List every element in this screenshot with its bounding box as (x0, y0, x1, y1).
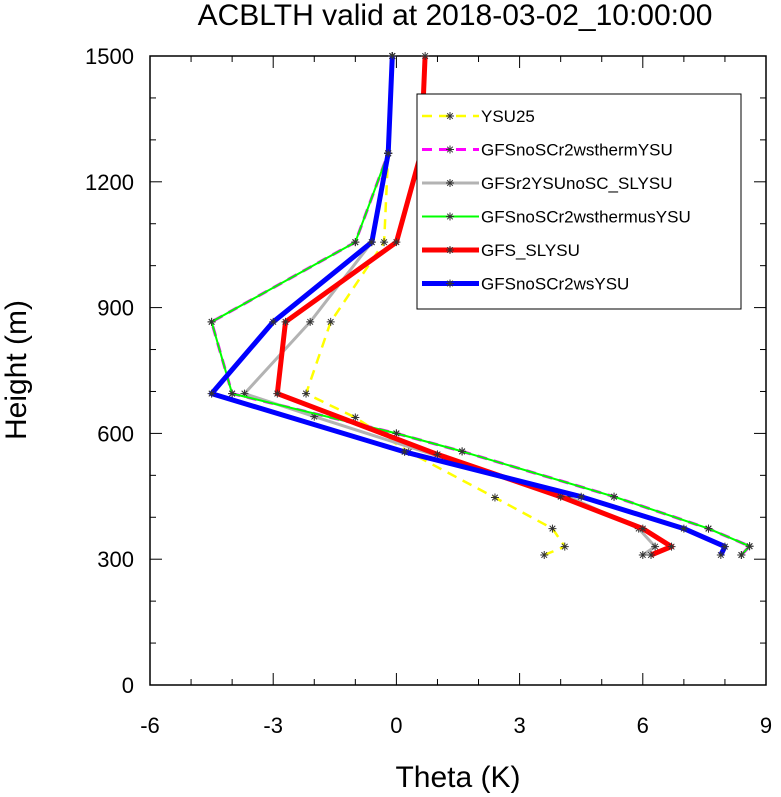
x-tick-label: 9 (760, 713, 772, 738)
x-tick-label: 6 (637, 713, 649, 738)
data-point-marker (446, 212, 454, 221)
chart-title: ACBLTH valid at 2018-03-02_10:00:00 (198, 0, 713, 32)
data-point-marker (421, 52, 430, 60)
data-point-marker (302, 389, 311, 398)
data-point-marker (269, 317, 278, 326)
data-point-marker (207, 317, 216, 326)
legend-box (416, 93, 742, 310)
data-point-marker (367, 238, 376, 247)
data-point-marker (281, 317, 290, 326)
data-point-marker (560, 542, 569, 551)
data-point-marker (667, 542, 676, 551)
y-tick-label: 0 (122, 673, 134, 698)
data-point-marker (704, 524, 713, 533)
data-point-marker (240, 389, 249, 398)
data-point-marker (490, 493, 499, 502)
plot-frame (149, 55, 767, 686)
y-tick-label: 1200 (85, 170, 134, 195)
data-point-marker (577, 492, 586, 501)
data-point-marker (610, 492, 619, 501)
data-point-marker (392, 238, 401, 247)
legend-label: GFSr2YSUnoSC_SLYSU (481, 174, 672, 193)
data-point-marker (647, 551, 656, 560)
data-point-marker (384, 149, 393, 158)
x-tick-labels: -6 -3 0 3 6 9 (140, 713, 772, 738)
data-point-marker (720, 542, 729, 551)
x-tick-label: 0 (390, 713, 402, 738)
data-point-marker (716, 551, 725, 560)
data-point-marker (380, 238, 389, 247)
series-5 (207, 52, 729, 560)
legend-label: GFS_SLYSU (481, 241, 580, 260)
y-tick-labels: 0 300 600 900 1200 1500 (85, 44, 134, 698)
data-point-marker (388, 52, 397, 60)
data-point-marker (446, 246, 454, 254)
data-point-marker (228, 389, 237, 398)
y-tick-label: 300 (97, 547, 134, 572)
data-point-marker (446, 112, 454, 120)
x-axis-label: Theta (K) (395, 761, 520, 794)
data-point-marker (392, 429, 401, 438)
series-4 (273, 52, 676, 560)
y-tick-label: 900 (97, 296, 134, 321)
data-point-marker (745, 542, 754, 551)
data-point-marker (400, 447, 409, 456)
data-point-marker (651, 542, 660, 551)
data-point-marker (548, 524, 557, 533)
legend-label: YSU25 (481, 107, 535, 126)
data-point-marker (310, 412, 319, 421)
series-layer (207, 52, 754, 560)
data-point-marker (433, 450, 442, 459)
x-tick-label: -3 (263, 713, 283, 738)
data-point-marker (540, 551, 549, 560)
axis-ticks (149, 55, 767, 686)
legend-label: GFSnoSCr2wsYSU (481, 275, 629, 294)
data-point-marker (306, 317, 315, 326)
data-point-marker (638, 551, 647, 560)
legend-label: GFSnoSCr2wsthermYSU (481, 141, 673, 160)
data-point-marker (207, 389, 216, 398)
data-point-marker (737, 551, 746, 560)
y-tick-label: 600 (97, 421, 134, 446)
data-point-marker (446, 279, 454, 288)
data-point-marker (326, 317, 335, 326)
series-line (274, 55, 674, 558)
x-tick-label: -6 (140, 713, 160, 738)
y-axis-label: Height (m) (0, 300, 33, 440)
data-point-marker (556, 492, 565, 501)
data-point-marker (458, 447, 467, 456)
data-point-marker (273, 389, 282, 398)
data-point-marker (351, 238, 360, 247)
series-line (304, 55, 567, 557)
data-point-marker (638, 524, 647, 533)
series-line (209, 55, 728, 557)
data-point-marker (351, 413, 360, 422)
legend-label: GFSnoSCr2wsthermusYSU (481, 208, 691, 227)
legend: YSU25 GFSnoSCr2wsthermYSU GFSr2YSUnoSC_SLY… (416, 93, 742, 310)
data-point-marker (446, 145, 454, 154)
data-point-marker (564, 492, 573, 501)
x-tick-label: 3 (513, 713, 525, 738)
data-point-marker (446, 179, 454, 187)
data-point-marker (679, 524, 688, 533)
y-tick-label: 1500 (85, 44, 134, 69)
